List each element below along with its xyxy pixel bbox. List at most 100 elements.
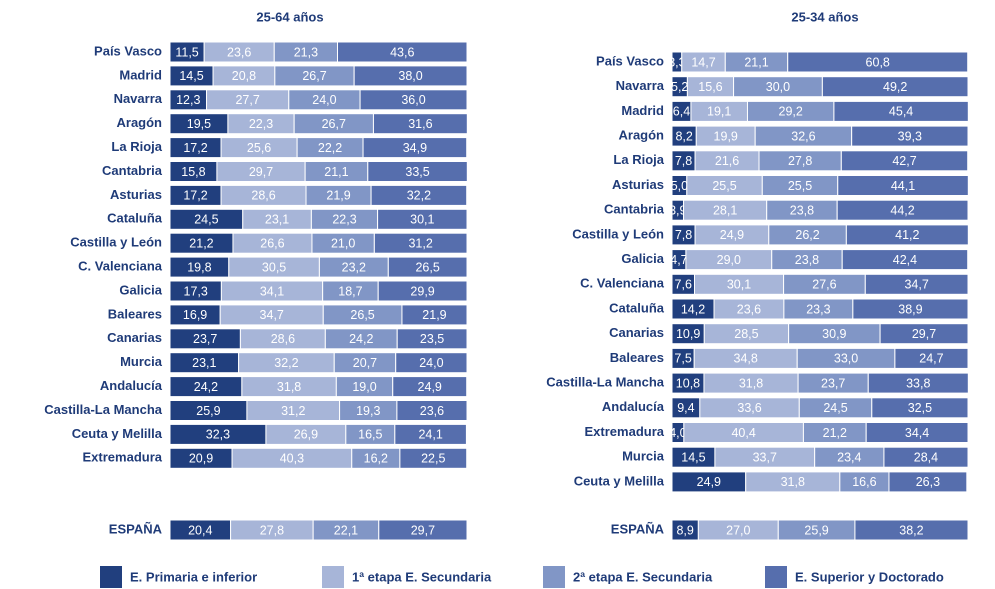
bar-segment (377, 280, 468, 302)
chart-title: 25-34 años (791, 9, 858, 24)
value-label: 23,1 (192, 356, 216, 370)
value-label: 17,2 (183, 189, 207, 203)
value-label: 14,5 (681, 450, 705, 464)
value-label: 30,0 (766, 80, 790, 94)
value-label: 25,5 (788, 179, 812, 193)
category-label: Cantabria (102, 163, 163, 178)
category-label: Baleares (108, 306, 162, 321)
value-label: 23,7 (193, 332, 217, 346)
value-label: 21,3 (294, 45, 318, 59)
value-label: 7,6 (675, 278, 692, 292)
value-label: 19,8 (187, 260, 211, 274)
value-label: 34,8 (734, 352, 758, 366)
category-label: Extremadura (585, 424, 665, 439)
bar-segment (845, 224, 969, 246)
value-label: 30,1 (410, 213, 434, 227)
category-label: Baleares (610, 350, 664, 365)
value-label: 22,1 (334, 523, 358, 537)
value-label: 24,5 (823, 401, 847, 415)
bar-segment (841, 249, 969, 271)
value-label: 26,7 (302, 69, 326, 83)
value-label: 4,0 (669, 426, 686, 440)
bar-segment (852, 298, 969, 320)
value-label: 17,2 (183, 141, 207, 155)
category-label: Asturias (110, 187, 162, 202)
value-label: 23,4 (837, 450, 861, 464)
value-label: 23,5 (420, 332, 444, 346)
chart-title: 25-64 años (256, 9, 323, 24)
value-label: 33,7 (753, 450, 777, 464)
value-label: 32,2 (407, 189, 431, 203)
category-label: País Vasco (94, 43, 162, 58)
value-label: 44,2 (890, 203, 914, 217)
bar-segment (396, 400, 468, 421)
bar-segment (392, 376, 468, 398)
value-label: 31,8 (277, 380, 301, 394)
bar-segment (837, 175, 969, 196)
value-label: 24,9 (697, 475, 721, 489)
value-label: 16,5 (358, 428, 382, 442)
value-label: 32,6 (791, 129, 815, 143)
value-label: 23,6 (737, 302, 761, 316)
value-label: 19,5 (187, 117, 211, 131)
value-label: 29,7 (912, 327, 936, 341)
category-label: Galicia (621, 251, 664, 266)
bar-segment (871, 397, 969, 419)
value-label: 40,3 (280, 452, 304, 466)
value-label: 7,8 (675, 154, 692, 168)
value-label: 5,0 (671, 179, 688, 193)
value-label: 3,3 (668, 55, 685, 69)
value-label: 42,7 (892, 154, 916, 168)
category-label: C. Valenciana (580, 276, 665, 291)
value-label: 10,8 (676, 376, 700, 390)
category-label: Aragón (619, 128, 665, 143)
value-label: 32,3 (206, 428, 230, 442)
bar-segment (854, 519, 969, 541)
bar-segment (833, 100, 969, 122)
value-label: 14,5 (179, 69, 203, 83)
value-label: 26,7 (322, 117, 346, 131)
value-label: 20,7 (353, 356, 377, 370)
category-label: Extremadura (83, 450, 163, 465)
value-label: 21,9 (326, 189, 350, 203)
value-label: 30,1 (727, 278, 751, 292)
value-label: 19,1 (707, 105, 731, 119)
bar-segment (396, 328, 468, 350)
category-label: Castilla-La Mancha (44, 402, 163, 417)
value-label: 31,6 (408, 117, 432, 131)
value-label: 28,5 (734, 327, 758, 341)
bar-segment (401, 304, 468, 326)
value-label: 28,6 (251, 189, 275, 203)
category-label: Navarra (114, 91, 163, 106)
category-label: Castilla-La Mancha (546, 375, 665, 390)
value-label: 34,9 (403, 141, 427, 155)
bar-segment (395, 352, 468, 374)
category-label: Galicia (119, 282, 162, 297)
bar-segment (894, 347, 969, 369)
value-label: 26,3 (916, 475, 940, 489)
value-label: 21,6 (715, 154, 739, 168)
value-label: 26,2 (795, 228, 819, 242)
category-label: Cataluña (107, 211, 163, 226)
value-label: 4,7 (670, 253, 687, 267)
value-label: 33,8 (906, 376, 930, 390)
value-label: 30,9 (822, 327, 846, 341)
bar-segment (367, 161, 468, 182)
legend-swatch (322, 566, 344, 588)
value-label: 20,8 (232, 69, 256, 83)
value-label: 24,9 (720, 228, 744, 242)
value-label: 31,8 (739, 376, 763, 390)
bar-segment (373, 232, 468, 254)
value-label: 22,3 (332, 213, 356, 227)
bar-segment (353, 65, 468, 87)
bar-segment (867, 372, 969, 394)
bar-segment (394, 423, 467, 445)
value-label: 29,0 (717, 253, 741, 267)
value-label: 6,4 (673, 105, 690, 119)
value-label: 24,2 (194, 380, 218, 394)
category-label: Aragón (117, 115, 163, 130)
value-label: 22,2 (318, 141, 342, 155)
value-label: 38,2 (899, 523, 923, 537)
value-label: 7,8 (675, 228, 692, 242)
value-label: 27,6 (812, 278, 836, 292)
